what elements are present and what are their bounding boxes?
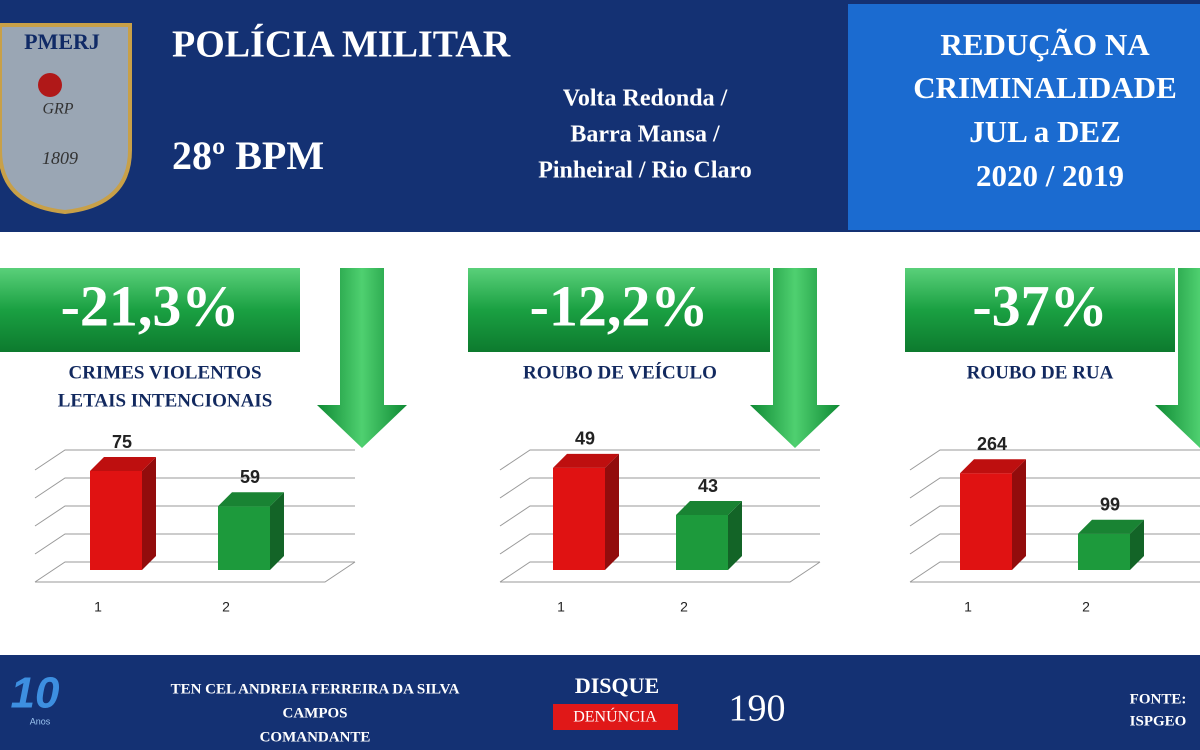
x-tick-label: 2 bbox=[222, 599, 230, 615]
plot-frame bbox=[909, 505, 1200, 527]
header-panel bbox=[848, 4, 1200, 230]
logo-shield bbox=[0, 23, 132, 215]
headline-box bbox=[468, 268, 770, 352]
bar-top bbox=[676, 501, 742, 515]
commander-line: CAMPOS bbox=[283, 705, 348, 721]
bar-top bbox=[218, 492, 284, 507]
source-line: FONTE: bbox=[1130, 691, 1187, 707]
logo-name: PMERJ bbox=[24, 29, 100, 54]
bar bbox=[90, 471, 142, 570]
bar-top bbox=[90, 457, 156, 471]
plot-floor bbox=[910, 581, 1200, 583]
chart-title: ROUBO DE VEÍCULO bbox=[523, 361, 717, 383]
chart-title: LETAIS INTENCIONAIS bbox=[58, 390, 273, 411]
down-arrow bbox=[317, 268, 407, 448]
x-tick-label: 1 bbox=[964, 599, 972, 615]
logo-letters: GRP bbox=[42, 101, 73, 118]
value-label: 59 bbox=[240, 467, 260, 487]
bar-side bbox=[270, 492, 284, 570]
plot-frame bbox=[499, 533, 820, 555]
hotline-title: DISQUE bbox=[575, 673, 659, 698]
bar bbox=[553, 467, 605, 570]
region-line: Barra Mansa / bbox=[570, 122, 720, 148]
hotline-badge-box bbox=[553, 704, 678, 730]
source-line: ISPGEO bbox=[1130, 713, 1187, 729]
plot-frame bbox=[499, 561, 820, 583]
logo-crown bbox=[38, 73, 62, 97]
headline: -12,2% bbox=[530, 273, 709, 338]
plot-frame bbox=[34, 505, 355, 527]
commander-line: COMANDANTE bbox=[260, 729, 371, 745]
chart-title: CRIMES VIOLENTOS bbox=[68, 362, 261, 383]
down-arrow bbox=[750, 268, 840, 448]
logo-year: 1809 bbox=[42, 148, 78, 168]
panel-line: REDUÇÃO NA bbox=[940, 27, 1150, 62]
bar bbox=[218, 506, 270, 570]
bar-top bbox=[1078, 519, 1144, 534]
bar-side bbox=[142, 457, 156, 570]
bar-side bbox=[1012, 459, 1026, 570]
plot-frame bbox=[909, 477, 1200, 499]
value-label: 99 bbox=[1100, 494, 1120, 514]
panel-line: JUL a DEZ bbox=[969, 114, 1121, 149]
x-tick-label: 1 bbox=[557, 599, 565, 615]
plot-frame bbox=[909, 561, 1200, 583]
anniversary-number: 10 bbox=[11, 669, 60, 718]
hotline-number: 190 bbox=[729, 688, 786, 730]
header-title: POLÍCIA MILITAR bbox=[172, 24, 511, 66]
chart-title: ROUBO DE RUA bbox=[967, 362, 1114, 383]
panel-line: 2020 / 2019 bbox=[976, 158, 1124, 193]
hotline-badge: DENÚNCIA bbox=[573, 707, 657, 726]
headline-box bbox=[905, 268, 1175, 352]
header-unit: 28º BPM bbox=[172, 133, 324, 178]
bar-side bbox=[1130, 519, 1144, 570]
x-tick-label: 2 bbox=[1082, 599, 1090, 615]
x-tick-label: 1 bbox=[94, 599, 102, 615]
plot-frame bbox=[34, 449, 355, 471]
down-arrow bbox=[1155, 268, 1200, 448]
plot-frame bbox=[499, 449, 820, 471]
bar bbox=[1078, 533, 1130, 570]
headline: -37% bbox=[972, 273, 1107, 338]
headline: -21,3% bbox=[61, 273, 240, 338]
headline-box bbox=[0, 268, 300, 352]
bar-top bbox=[960, 459, 1026, 474]
value-label: 49 bbox=[575, 429, 595, 449]
plot-frame bbox=[34, 561, 355, 583]
plot-frame bbox=[34, 533, 355, 555]
plot-frame bbox=[499, 505, 820, 527]
value-label: 43 bbox=[698, 476, 718, 496]
x-tick-label: 2 bbox=[680, 599, 688, 615]
bar bbox=[960, 473, 1012, 570]
value-label: 75 bbox=[112, 432, 132, 452]
bar-side bbox=[728, 501, 742, 570]
plot-frame bbox=[34, 477, 355, 499]
bar-top bbox=[553, 453, 619, 468]
plot-floor bbox=[500, 561, 821, 583]
bar bbox=[676, 515, 728, 570]
anniversary-label: Anos bbox=[30, 716, 51, 726]
bar-side bbox=[605, 453, 619, 570]
commander-line: TEN CEL ANDREIA FERREIRA DA SILVA bbox=[171, 681, 460, 697]
plot-frame bbox=[909, 449, 1200, 471]
panel-line: CRIMINALIDADE bbox=[913, 70, 1177, 105]
plot-frame bbox=[499, 477, 820, 499]
region-line: Volta Redonda / bbox=[563, 86, 728, 112]
plot-floor bbox=[35, 561, 356, 583]
value-label: 264 bbox=[977, 434, 1007, 454]
plot-frame bbox=[909, 533, 1200, 555]
footer-band bbox=[0, 655, 1200, 750]
region-line: Pinheiral / Rio Claro bbox=[538, 158, 752, 184]
